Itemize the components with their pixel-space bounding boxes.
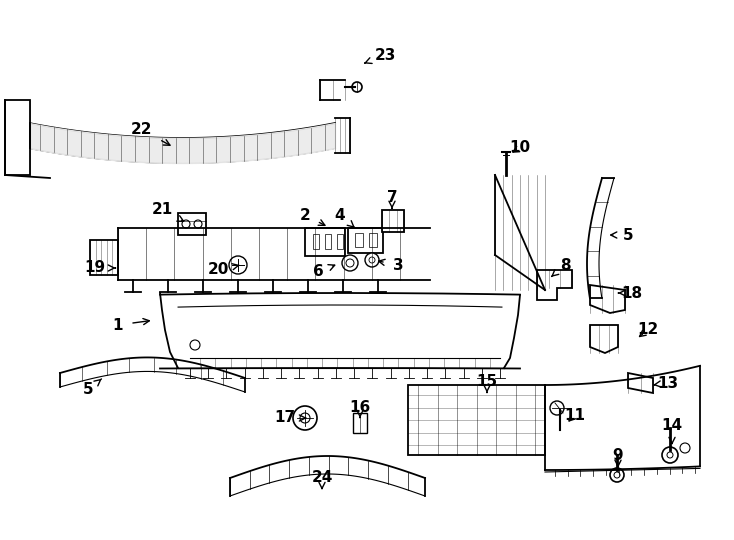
Polygon shape — [628, 373, 653, 393]
Circle shape — [610, 468, 624, 482]
Text: 6: 6 — [313, 265, 335, 280]
Bar — [382, 210, 404, 232]
Text: 11: 11 — [564, 408, 586, 422]
Text: 24: 24 — [311, 469, 333, 489]
Circle shape — [365, 253, 379, 267]
Polygon shape — [537, 270, 572, 300]
Circle shape — [662, 447, 678, 463]
Text: 16: 16 — [349, 400, 371, 417]
Text: 23: 23 — [365, 48, 396, 63]
Bar — [348, 228, 383, 253]
Bar — [325, 234, 331, 249]
Text: 21: 21 — [151, 202, 184, 221]
Text: 1: 1 — [113, 318, 149, 333]
Text: 4: 4 — [335, 207, 354, 227]
Text: 2: 2 — [299, 207, 325, 225]
Text: 8: 8 — [551, 258, 570, 276]
Polygon shape — [5, 100, 30, 175]
Bar — [90, 240, 118, 275]
Bar — [353, 413, 367, 433]
Text: 18: 18 — [619, 286, 642, 300]
Bar — [408, 385, 545, 455]
Circle shape — [342, 255, 358, 271]
Text: 22: 22 — [131, 123, 170, 145]
Circle shape — [293, 406, 317, 430]
Circle shape — [229, 256, 247, 274]
Polygon shape — [590, 325, 618, 353]
Bar — [369, 233, 377, 247]
Text: 14: 14 — [661, 417, 683, 443]
Text: 5: 5 — [611, 227, 633, 242]
Text: 13: 13 — [654, 375, 678, 390]
Bar — [178, 213, 206, 235]
Bar — [337, 234, 343, 249]
Polygon shape — [590, 285, 625, 313]
Text: 19: 19 — [84, 260, 115, 275]
Text: 20: 20 — [207, 262, 239, 278]
Text: 12: 12 — [637, 322, 658, 338]
Text: 10: 10 — [509, 140, 531, 156]
Bar — [355, 233, 363, 247]
Text: 7: 7 — [387, 191, 397, 208]
Text: 5: 5 — [83, 379, 101, 397]
Text: 15: 15 — [476, 375, 498, 393]
Text: 3: 3 — [379, 258, 403, 273]
Text: 9: 9 — [613, 448, 623, 467]
Circle shape — [550, 401, 564, 415]
Text: 17: 17 — [275, 410, 306, 426]
Bar — [313, 234, 319, 249]
Bar — [305, 228, 345, 256]
